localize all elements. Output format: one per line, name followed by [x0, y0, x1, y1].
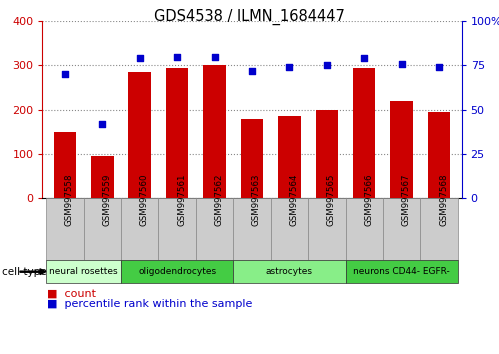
Text: GSM997558: GSM997558: [65, 174, 74, 226]
Point: [360, 56, 368, 61]
Point: [136, 56, 144, 61]
Text: neural rosettes: neural rosettes: [49, 267, 118, 276]
Text: GSM997562: GSM997562: [215, 174, 224, 226]
Text: GSM997568: GSM997568: [439, 174, 448, 226]
Point: [61, 72, 69, 77]
Text: cell type: cell type: [2, 267, 47, 277]
Text: ■  percentile rank within the sample: ■ percentile rank within the sample: [47, 299, 253, 309]
Text: oligodendrocytes: oligodendrocytes: [138, 267, 216, 276]
Text: GSM997565: GSM997565: [327, 174, 336, 226]
Bar: [241, 119, 263, 198]
Text: GSM997563: GSM997563: [252, 174, 261, 226]
Bar: [353, 68, 375, 198]
Point: [98, 121, 106, 127]
Text: neurons CD44- EGFR-: neurons CD44- EGFR-: [353, 267, 450, 276]
Bar: [315, 110, 338, 198]
Bar: [428, 112, 450, 198]
Point: [173, 54, 181, 59]
Point: [248, 68, 256, 74]
Point: [285, 64, 293, 70]
Bar: [390, 101, 413, 198]
Text: GSM997567: GSM997567: [402, 174, 411, 226]
Bar: [91, 156, 113, 198]
Point: [323, 63, 331, 68]
Text: GSM997560: GSM997560: [140, 174, 149, 226]
Bar: [203, 65, 226, 198]
Bar: [278, 116, 300, 198]
Text: GSM997564: GSM997564: [289, 174, 298, 226]
Bar: [54, 132, 76, 198]
Text: GSM997566: GSM997566: [364, 174, 373, 226]
Bar: [128, 72, 151, 198]
Text: GDS4538 / ILMN_1684447: GDS4538 / ILMN_1684447: [154, 9, 345, 25]
Point: [398, 61, 406, 67]
Point: [435, 64, 443, 70]
Bar: [166, 68, 188, 198]
Text: GSM997561: GSM997561: [177, 174, 186, 226]
Point: [211, 54, 219, 59]
Text: astrocytes: astrocytes: [266, 267, 313, 276]
Text: ■  count: ■ count: [47, 289, 96, 299]
Text: GSM997559: GSM997559: [102, 174, 111, 226]
